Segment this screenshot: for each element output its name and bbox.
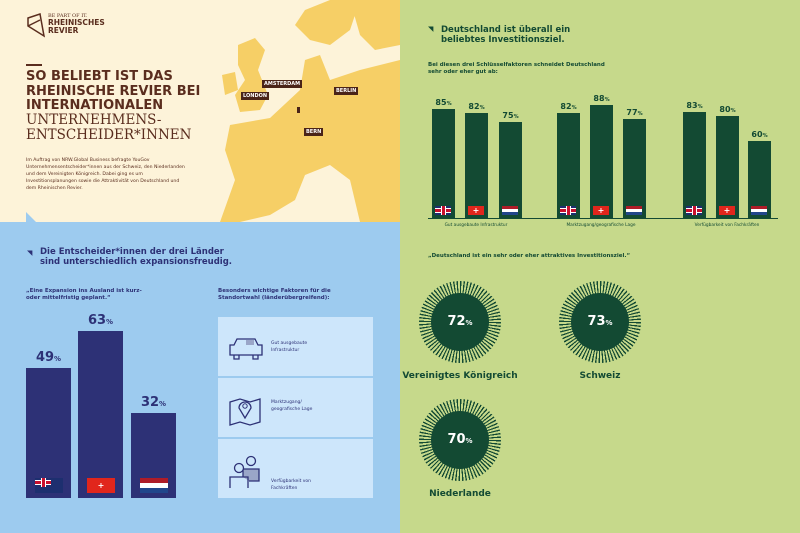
page-title-light: UNTERNEHMENS-ENTSCHEIDER*INNEN [26,112,192,143]
intro-text: Im Auftrag von NRW.Global Business befra… [26,158,185,191]
germany-bar [748,141,771,218]
flag-uk-icon [560,206,576,215]
germany-bar [557,113,580,218]
city-label-amsterdam: AMSTERDAM [262,80,303,88]
germany-value-label: 82% [468,102,485,112]
attractive-heading: „Deutschland ist ein sehr oder eher attr… [428,253,631,259]
factors-heading: Besonders wichtige Faktoren für die Stan… [218,288,331,301]
heading-marker-icon: ◥ [428,25,434,33]
heading-marker-icon: ◥ [27,249,33,257]
expansion-bar [26,368,71,498]
germany-panel: ◥ Deutschland ist überall ein beliebtes … [400,0,800,533]
flag-ch-icon: + [87,478,115,493]
germany-group-label: Marktzugang/geografische Lage [566,223,636,228]
expansion-value-label: 32% [140,395,167,411]
germany-bar [432,109,455,218]
flag-nl-icon [751,206,767,215]
intro-panel: BE PART OF IT. RHEINISCHES REVIER SO BEL… [0,0,400,222]
factors-list: Gut ausgebaute Infrastruktur Marktzugang… [218,317,373,498]
flag-ch-icon: + [593,206,609,215]
attractive-value: 72 [447,314,466,329]
car-icon [229,338,263,360]
germany-value-label: 85% [435,98,452,108]
germany-value-label: 82% [560,102,577,112]
germany-value-label: 88% [593,94,610,104]
city-label-berlin: BERLIN [334,87,359,95]
logo-tagline: BE PART OF IT. [48,13,88,19]
attractive-label: Niederlande [429,489,491,499]
attractive-circle-nl: 70% [419,399,501,481]
flag-uk-icon [35,478,63,493]
germany-subtitle: Bei diesen drei Schlüsselfaktoren schnei… [428,62,605,75]
attractive-circle-uk: 72% [419,281,501,363]
expansion-subtitle: „Eine Expansion ins Ausland ist kurz- od… [26,288,142,301]
page-title: SO BELIEBT IST DAS RHEINISCHE REVIER BEI… [26,69,201,113]
flag-nl-icon [502,206,518,215]
title-rule [26,64,42,66]
germany-bar [499,122,522,218]
expansion-value-label: 63% [87,313,114,329]
germany-bar [716,115,739,218]
attractive-label: Schweiz [579,371,621,381]
germany-bar [590,105,613,218]
germany-value-label: 77% [626,108,643,118]
attractive-value: 73 [587,314,606,329]
germany-value-label: 60% [751,130,768,140]
germany-bar [623,119,646,218]
city-label-bern: BERN [304,128,324,136]
city-label-london: LONDON [241,92,270,100]
attractive-label: Vereinigtes Königreich [402,371,518,381]
germany-value-label: 75% [502,111,519,120]
expansion-bar [78,331,123,498]
flag-uk-icon [686,206,702,215]
germany-value-label: 83% [686,100,703,110]
attractive-value: 70 [447,432,466,447]
flag-nl-icon [626,206,642,215]
germany-bar [465,113,488,218]
flag-uk-icon [435,206,451,215]
germany-heading: Deutschland ist überall ein beliebtes In… [441,25,571,45]
factor-item: Gut ausgebaute Infrastruktur [218,317,373,376]
flag-nl-icon [140,478,168,493]
factor-item: Verfügbarkeit von Fachkräften [218,439,373,498]
people-icon [229,455,260,488]
flag-ch-icon: + [468,206,484,215]
logo-name: RHEINISCHES REVIER [48,18,105,35]
chart-baseline [428,218,778,219]
attractive-circle-ch: 73% [559,281,641,363]
map-pin-icon [229,398,261,426]
factor-label: Marktzugang/ geografische Lage [271,400,313,412]
germany-value-label: 80% [719,104,736,114]
factor-label: Verfügbarkeit von Fachkräften [271,479,312,491]
flag-ch-icon: + [719,206,735,215]
germany-bar [683,111,706,218]
germany-chart: 85% 82% +75% Gut ausgebaute Infrastruktur 82… [400,0,800,240]
expansion-heading: Die Entscheider*innen der drei Länder si… [40,247,233,267]
expansion-chart: 49% 63% +32% [0,222,200,533]
factor-label: Gut ausgebaute Infrastruktur [271,341,308,353]
germany-group-label: Gut ausgebaute Infrastruktur [444,223,508,228]
logo-icon [27,13,46,38]
germany-group-label: Verfügbarkeit von Fachkräften [694,223,760,228]
corner-notch [26,212,38,224]
factor-item: Marktzugang/ geografische Lage [218,378,373,437]
europe-map [220,0,400,222]
expansion-value-label: 49% [35,350,62,366]
